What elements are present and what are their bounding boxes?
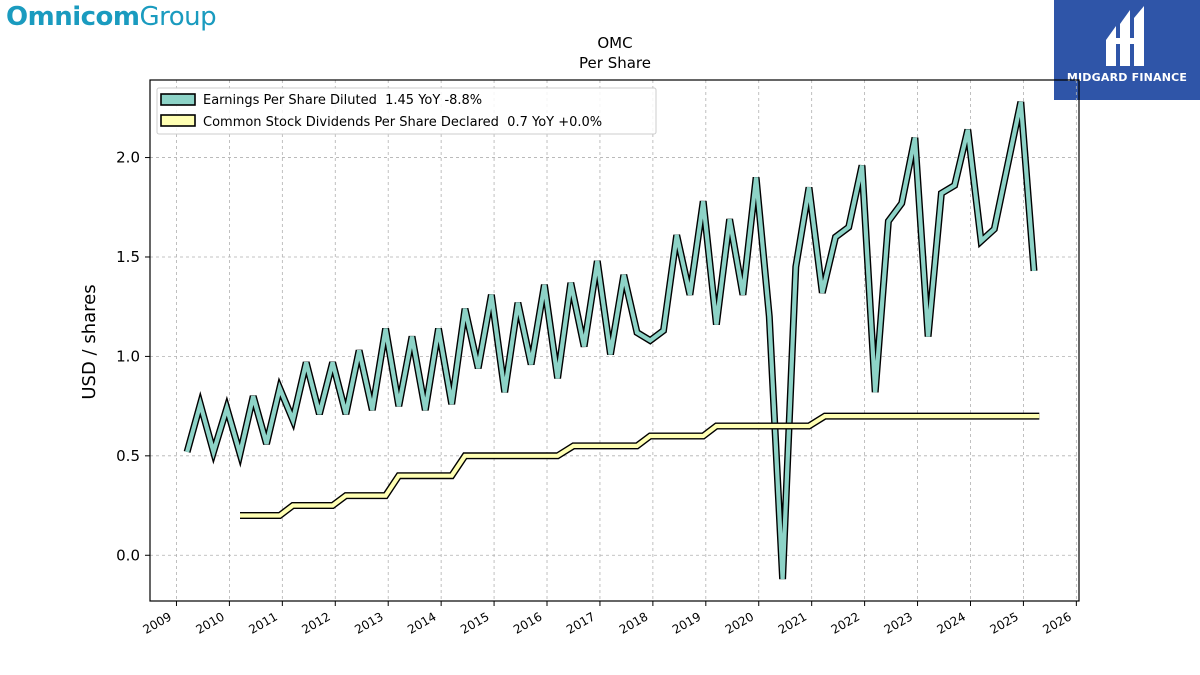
x-tick-label: 2025 [987,609,1020,636]
legend: Earnings Per Share Diluted 1.45 YoY -8.8… [156,87,657,135]
series-outline [240,412,1040,519]
series-fill [240,414,1040,518]
omnicom-logo-light: Group [139,2,217,32]
x-tick-label: 2017 [564,609,597,636]
midgard-emblem-icon [1106,6,1144,66]
chart-subtitle: Per Share [579,54,651,72]
y-tick-label: 0.0 [116,546,140,564]
series-fill [185,101,1037,580]
chart-title: OMC [597,34,632,52]
series-line-eps [183,101,1038,580]
x-tick-label: 2011 [246,609,279,636]
y-axis-label: USD / shares [79,284,100,399]
legend-box [156,87,657,135]
midgard-finance-logo: MIDGARD FINANCE [1054,0,1200,100]
x-tick-label: 2022 [829,609,862,636]
legend-label-dividends: Common Stock Dividends Per Share Declare… [203,115,602,130]
x-tick-label: 2021 [776,609,809,636]
series-line-dividends [240,412,1040,519]
x-tick-label: 2024 [935,609,968,636]
x-tick-label: 2019 [670,609,703,636]
x-tick-label: 2016 [511,609,544,636]
x-axis: 2009 2010 2011 2012 2013 2014 2015 2016 2017 2018… [141,601,1077,637]
x-tick-label: 2013 [352,609,385,636]
x-tick-label: 2010 [193,609,226,636]
omnicom-logo: OmnicomGroup [6,2,217,32]
y-tick-label: 0.5 [116,447,140,465]
x-tick-label: 2009 [141,609,174,636]
legend-label-eps: Earnings Per Share Diluted 1.45 YoY -8.8… [203,93,482,108]
y-tick-label: 1.5 [116,248,140,266]
x-tick-label: 2015 [458,609,491,636]
x-tick-label: 2020 [723,609,756,636]
x-tick-label: 2023 [882,609,915,636]
legend-swatch-eps [160,93,196,106]
series-layer [183,101,1040,580]
omnicom-logo-bold: Omnicom [6,2,140,32]
legend-swatch-dividends [160,114,196,127]
x-tick-label: 2014 [405,609,438,636]
y-tick-label: 2.0 [116,149,140,167]
y-axis: 0.0 0.5 1.0 1.5 2.0 [116,149,150,564]
y-tick-label: 1.0 [116,347,140,365]
x-tick-label: 2026 [1040,609,1073,636]
plot-frame [149,79,1080,602]
x-tick-label: 2018 [617,609,650,636]
x-tick-label: 2012 [299,609,332,636]
midgard-finance-label: MIDGARD FINANCE [1066,71,1188,84]
